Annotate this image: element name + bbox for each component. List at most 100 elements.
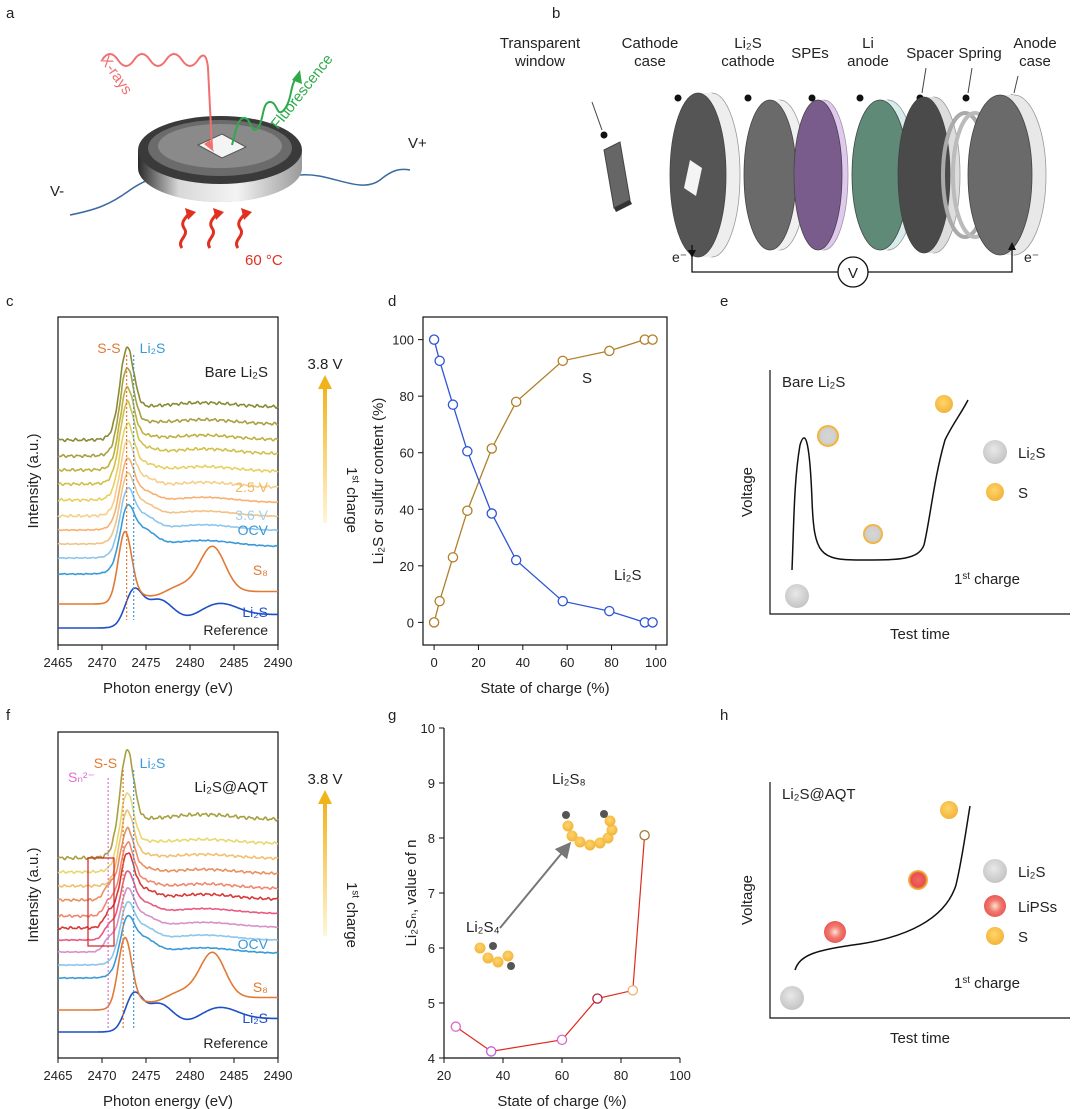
- spectrum-curve-3: [57, 900, 279, 967]
- wire-right: [299, 168, 411, 186]
- x-axis-label: State of charge (%): [497, 1093, 626, 1109]
- x-tick-label: 80: [614, 1068, 628, 1083]
- charge-label: 1st charge: [954, 975, 1020, 992]
- y-axis-label: Li₂Sₙ, value of n: [403, 840, 420, 947]
- y-tick-label: 20: [400, 559, 414, 574]
- peak-label-ss: S-S: [97, 340, 120, 356]
- y-tick-label: 8: [428, 831, 435, 846]
- legend-label: Li₂S: [1018, 864, 1046, 881]
- charge-arrow-head: [318, 375, 332, 389]
- leader-dot: [744, 94, 752, 102]
- data-point: [428, 617, 440, 628]
- sample-label: Bare Li₂S: [205, 364, 268, 381]
- y-tick-label: 9: [428, 776, 435, 791]
- component-label: anode: [847, 53, 889, 70]
- circuit-right: [868, 248, 1013, 273]
- data-point: [486, 508, 498, 519]
- arrow-down: [688, 250, 696, 258]
- y-tick-label: 100: [392, 333, 414, 348]
- y-tick-label: 6: [428, 941, 435, 956]
- voltage-label: 3.8 V: [307, 356, 342, 373]
- panel-letter-c: c: [6, 293, 14, 310]
- component-label: Spring: [958, 45, 1001, 62]
- panel-letter-d: d: [388, 293, 396, 310]
- leader-dot: [856, 94, 864, 102]
- component-label: Li₂S: [734, 35, 762, 52]
- legend-marker: [986, 927, 1004, 945]
- panel-letter-g: g: [388, 707, 396, 724]
- y-tick-label: 60: [400, 446, 414, 461]
- x-tick-label: 2490: [264, 1068, 293, 1083]
- x-tick-label: 2470: [88, 655, 117, 670]
- panel-d-content-vs-soc: 0 20 40 60 80 100 0 20 40 60 80 100 State of charge …: [370, 316, 668, 697]
- li2s-cathode-disc: [743, 99, 797, 251]
- y-axis-label: Li₂S or sulfur content (%): [370, 398, 387, 565]
- x-tick-label: 80: [604, 655, 618, 670]
- data-point: [447, 552, 459, 563]
- particle-yellowBall: [940, 801, 958, 819]
- y-tick-label: 4: [428, 1051, 435, 1066]
- leader-line: [921, 67, 927, 94]
- x-tick-label: 2485: [220, 1068, 249, 1083]
- particle-greyBall: [785, 584, 809, 608]
- data-point: [510, 396, 522, 408]
- spectrum-curve-9: [58, 809, 279, 889]
- voltage-curve: [794, 805, 971, 971]
- sulfur-atom: [482, 952, 494, 964]
- peak-label-sn: Sₙ²⁻: [68, 769, 95, 785]
- x-axis-label: Photon energy (eV): [103, 680, 233, 697]
- reference-label: Reference: [203, 622, 268, 638]
- panel-c-xanes-bare: 2465 2470 2475 2480 2485 2490 Photon energy (e…: [25, 316, 360, 697]
- data-point: [557, 595, 568, 607]
- particle-greyBall: [780, 986, 804, 1010]
- legend-label: LiPSs: [1018, 899, 1057, 916]
- component-label: Anode: [1013, 35, 1056, 52]
- peak-label-li2s: Li₂S: [140, 340, 166, 356]
- axes: [769, 370, 1070, 615]
- x-tick-label: 2465: [44, 1068, 73, 1083]
- highlight-box: [87, 857, 115, 947]
- lithium-atom: [489, 942, 497, 950]
- voltmeter: [837, 256, 869, 288]
- y-axis-label: Intensity (a.u.): [25, 433, 42, 528]
- xrays-label: X-rays: [97, 53, 136, 98]
- curve-label: Li₂S: [242, 1010, 268, 1026]
- series-line-0: [433, 338, 653, 623]
- transition-arrow: [499, 841, 572, 929]
- x-tick-label: 2490: [264, 655, 293, 670]
- spectrum-curve-5: [57, 457, 278, 532]
- leader-dot: [600, 131, 608, 139]
- spectrum-curve-10: [57, 367, 279, 459]
- sulfur-atom: [474, 942, 486, 954]
- spectrum-curve-0: [58, 587, 279, 629]
- sample-label: Li₂S@AQT: [782, 786, 856, 803]
- x-tick-label: 2465: [44, 655, 73, 670]
- anode-case-disc: [967, 94, 1033, 256]
- data-point: [627, 985, 639, 996]
- panel-g-n-value: 20 40 60 80 100 4 5 6 7 8 9 10 State of charge (%) Li…: [403, 721, 691, 1109]
- sulfur-atom: [604, 815, 616, 827]
- data-point: [592, 993, 603, 1004]
- series-label-s: S: [582, 370, 592, 387]
- sulfur-atom: [584, 839, 596, 851]
- transparent-window-edge: [614, 200, 632, 212]
- panel-letter-e: e: [720, 293, 728, 310]
- reference-label: Reference: [203, 1035, 268, 1051]
- component-label: case: [1019, 53, 1051, 70]
- y-axis-label: Intensity (a.u.): [25, 847, 42, 942]
- series-line-1: [433, 339, 653, 624]
- x-tick-label: 2485: [220, 655, 249, 670]
- xray-wave: [101, 53, 213, 149]
- charge-label: 1st charge: [343, 882, 360, 948]
- plot-frame: [57, 731, 279, 1059]
- data-point: [647, 334, 658, 345]
- y-tick-label: 5: [428, 996, 435, 1011]
- curve-label: Li₂S: [242, 604, 268, 620]
- lithium-atom: [562, 811, 570, 819]
- component-label: Cathode: [622, 35, 679, 52]
- data-point: [485, 1046, 497, 1057]
- x-tick-label: 20: [471, 655, 485, 670]
- annotation-li2s8: Li₂S₈: [552, 771, 586, 788]
- x-axis-label: Photon energy (eV): [103, 1093, 233, 1109]
- data-point: [556, 1034, 568, 1046]
